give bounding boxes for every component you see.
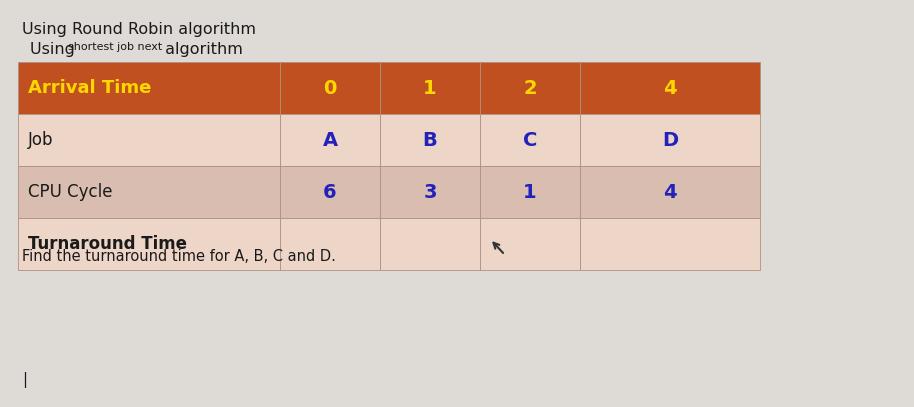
- Bar: [580, 114, 760, 166]
- Bar: [18, 166, 280, 218]
- Text: algorithm: algorithm: [160, 42, 243, 57]
- Text: A: A: [323, 131, 337, 149]
- Bar: [580, 218, 760, 270]
- Text: 1: 1: [523, 182, 537, 201]
- Text: 6: 6: [324, 182, 337, 201]
- Text: 2: 2: [523, 79, 537, 98]
- Text: CPU Cycle: CPU Cycle: [28, 183, 112, 201]
- Bar: [18, 62, 280, 114]
- Text: Arrival Time: Arrival Time: [28, 79, 152, 97]
- Text: Turnaround Time: Turnaround Time: [28, 235, 187, 253]
- Text: |: |: [22, 372, 27, 388]
- Bar: [480, 114, 580, 166]
- Text: shortest job next: shortest job next: [68, 42, 163, 52]
- Text: 1: 1: [423, 79, 437, 98]
- Text: 4: 4: [664, 79, 676, 98]
- Text: 4: 4: [664, 182, 676, 201]
- Bar: [280, 114, 380, 166]
- Bar: [18, 114, 280, 166]
- Text: B: B: [422, 131, 438, 149]
- Text: Using: Using: [30, 42, 80, 57]
- Bar: [280, 62, 380, 114]
- Bar: [280, 218, 380, 270]
- Bar: [380, 62, 480, 114]
- Text: C: C: [523, 131, 537, 149]
- Text: Using Round Robin algorithm: Using Round Robin algorithm: [22, 22, 256, 37]
- Bar: [480, 166, 580, 218]
- Bar: [480, 62, 580, 114]
- Bar: [580, 166, 760, 218]
- Bar: [280, 166, 380, 218]
- Bar: [380, 166, 480, 218]
- Text: 0: 0: [324, 79, 336, 98]
- Text: 3: 3: [423, 182, 437, 201]
- Bar: [18, 218, 280, 270]
- Text: D: D: [662, 131, 678, 149]
- Text: Job: Job: [28, 131, 54, 149]
- Bar: [580, 62, 760, 114]
- Bar: [380, 114, 480, 166]
- Bar: [480, 218, 580, 270]
- Text: Find the turnaround time for A, B, C and D.: Find the turnaround time for A, B, C and…: [22, 249, 335, 264]
- Bar: [380, 218, 480, 270]
